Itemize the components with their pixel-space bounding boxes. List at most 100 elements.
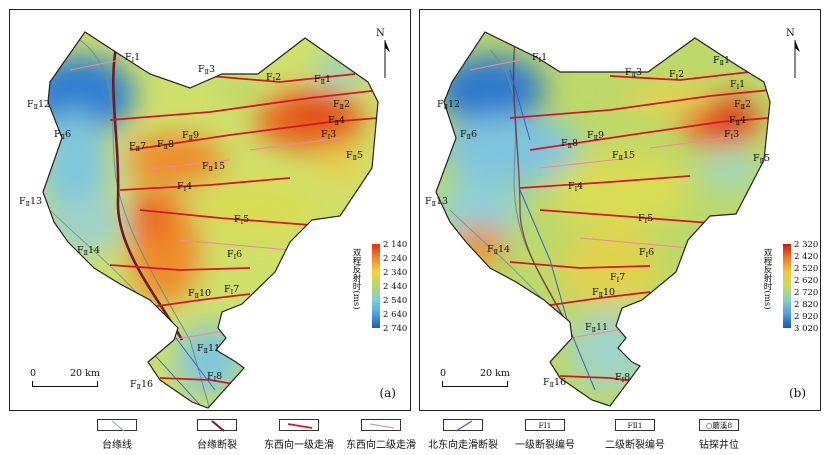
- fault-label: FⅡ13: [19, 196, 43, 208]
- map-legend: 台缘线 台缘断裂 东西向一级走滑 东西向二级走滑 北东向走滑断裂 FⅠ1 一级断…: [0, 417, 831, 455]
- colorbar-tick: 2 740: [383, 324, 408, 334]
- colorbar-title: 双程反射时(ms): [762, 248, 772, 310]
- ew-second-order-symbol: [361, 419, 401, 431]
- colorbar-tick: 2 920: [794, 312, 819, 322]
- ew-first-order-symbol: [279, 419, 319, 431]
- legend-label: 钻探井位: [699, 440, 739, 451]
- fault-label: FⅡ16: [130, 379, 154, 391]
- colorbar-tick: 2 540: [383, 296, 408, 306]
- north-arrow-icon: [384, 40, 390, 78]
- fault-label: FⅠ1: [730, 79, 746, 91]
- legend-item-ew-second-order: 东西向二级走滑: [336, 417, 426, 453]
- fault-label: FⅡ14: [487, 244, 511, 256]
- colorbar-tick: 2 640: [383, 310, 408, 320]
- legend-label: 北东向走滑断裂: [428, 440, 498, 451]
- colorbar-tick: 2 620: [794, 276, 819, 286]
- fault-label: FⅡ1: [314, 74, 332, 86]
- fault-label: FⅡ8: [157, 139, 175, 151]
- north-label: N: [376, 28, 385, 39]
- colorbar-tick: 2 520: [794, 264, 819, 274]
- colorbar-ramp: [372, 244, 380, 328]
- platform-margin-fault-symbol: [197, 419, 237, 432]
- fault-label: FⅡ2: [333, 99, 351, 111]
- fault-label: FⅠ2: [669, 69, 685, 81]
- fault-label: FⅡ3: [198, 64, 216, 76]
- platform-margin-line-symbol: [97, 419, 137, 432]
- panel-tag: (b): [788, 386, 806, 400]
- fault-label: FⅡ14: [77, 245, 101, 257]
- fault-label: FⅡ7: [129, 141, 147, 153]
- ne-strike-slip-symbol: [443, 419, 483, 432]
- legend-item-ne-strike-slip: 北东向走滑断裂: [418, 417, 508, 453]
- work-area-outline-b: [435, 31, 771, 407]
- legend-item-first-order-number: FⅠ1 一级断裂编号: [500, 417, 590, 453]
- legend-item-second-order-number: FⅡ1 二级断裂编号: [590, 417, 680, 453]
- fault-label: FⅠ7: [224, 284, 240, 296]
- fault-label: FⅠ1: [532, 52, 548, 64]
- fault-label: FⅠ8: [207, 371, 223, 383]
- map-panel-b: FⅠ1 FⅡ3 FⅠ2 FⅡ1 FⅡ12 FⅠ1 FⅡ2 FⅡ4 FⅡ6 FⅠ3…: [419, 9, 821, 411]
- north-label: N: [786, 28, 795, 39]
- scale-start: 0: [30, 368, 37, 379]
- work-area-outline-a: [42, 31, 379, 409]
- legend-item-drill-well: ○蘑溪8 钻探井位: [674, 417, 764, 453]
- colorbar-ramp: [783, 244, 791, 328]
- colorbar-tick: 2 420: [794, 252, 819, 262]
- colorbar-b: 双程反射时(ms) 2 320 2 420 2 520 2 620 2 720 …: [762, 241, 820, 334]
- fault-label: FⅡ12: [437, 99, 461, 111]
- legend-label: 台缘断裂: [197, 440, 237, 451]
- scale-start: 0: [440, 368, 447, 379]
- colorbar-tick: 2 140: [383, 240, 408, 250]
- fault-label: FⅡ9: [587, 130, 605, 142]
- fault-label: FⅡ10: [188, 288, 212, 300]
- north-arrow-icon: [794, 40, 800, 78]
- fault-label: FⅠ3: [724, 129, 740, 141]
- seismic-map-a: [42, 31, 379, 409]
- fault-label: FⅡ4: [729, 115, 747, 127]
- fault-label: FⅠ5: [234, 214, 250, 226]
- fault-label: FⅠ6: [639, 247, 655, 259]
- seismic-map-b: [435, 31, 771, 407]
- fault-label: FⅡ1: [713, 55, 731, 67]
- legend-label: 一级断裂编号: [515, 440, 575, 451]
- scale-end: 20 km: [480, 368, 510, 379]
- colorbar-tick: 2 720: [794, 288, 819, 298]
- fault-label: FⅠ6: [227, 249, 243, 261]
- colorbar-tick: 2 440: [383, 282, 408, 292]
- fault-label: FⅡ6: [460, 129, 478, 141]
- fault-label: FⅡ8: [561, 138, 579, 150]
- scale-end: 20 km: [70, 368, 100, 379]
- drill-well-symbol: ○蘑溪8: [699, 419, 739, 431]
- fault-label: FⅠ2: [266, 72, 282, 84]
- colorbar-title: 双程反射时(ms): [351, 248, 361, 310]
- fault-label: FⅡ13: [425, 196, 449, 208]
- scale-bar: 0 20 km: [30, 368, 104, 392]
- map-panel-a: FⅠ1 FⅡ3 FⅠ2 FⅡ1 FⅡ12 FⅡ2 FⅡ4 FⅡ6 FⅠ3 FⅡ9…: [9, 9, 411, 411]
- legend-item-platform-margin-line: 台缘线: [72, 417, 162, 453]
- fault-label: FⅡ11: [585, 322, 609, 334]
- fault-label: FⅡ12: [27, 99, 51, 111]
- fault-label: FⅠ4: [568, 181, 584, 193]
- fault-label: FⅡ10: [592, 287, 616, 299]
- fault-label: FⅡ15: [612, 150, 636, 162]
- fault-label: FⅡ6: [54, 129, 72, 141]
- fault-label: FⅡ4: [328, 115, 346, 127]
- fault-label: FⅡ2: [734, 99, 752, 111]
- north-arrow: N: [376, 28, 396, 80]
- colorbar-tick: 2 340: [383, 268, 408, 278]
- second-order-number-symbol: FⅡ1: [615, 419, 655, 431]
- first-order-number-symbol: FⅠ1: [525, 419, 565, 431]
- legend-label: 二级断裂编号: [605, 440, 665, 451]
- fault-label: FⅠ3: [321, 129, 337, 141]
- fault-label: FⅠ8: [615, 372, 631, 384]
- fault-label: FⅠ4: [177, 181, 193, 193]
- legend-label: 东西向一级走滑: [264, 440, 334, 451]
- panel-tag: (a): [379, 386, 396, 400]
- fault-label: FⅡ5: [753, 153, 771, 165]
- fault-label: FⅠ5: [638, 213, 654, 225]
- legend-label: 东西向二级走滑: [346, 440, 416, 451]
- scale-bar-line: [32, 381, 98, 387]
- colorbar-tick: 2 240: [383, 254, 408, 264]
- scale-bar-line: [442, 381, 508, 387]
- fault-label: FⅡ5: [346, 150, 364, 162]
